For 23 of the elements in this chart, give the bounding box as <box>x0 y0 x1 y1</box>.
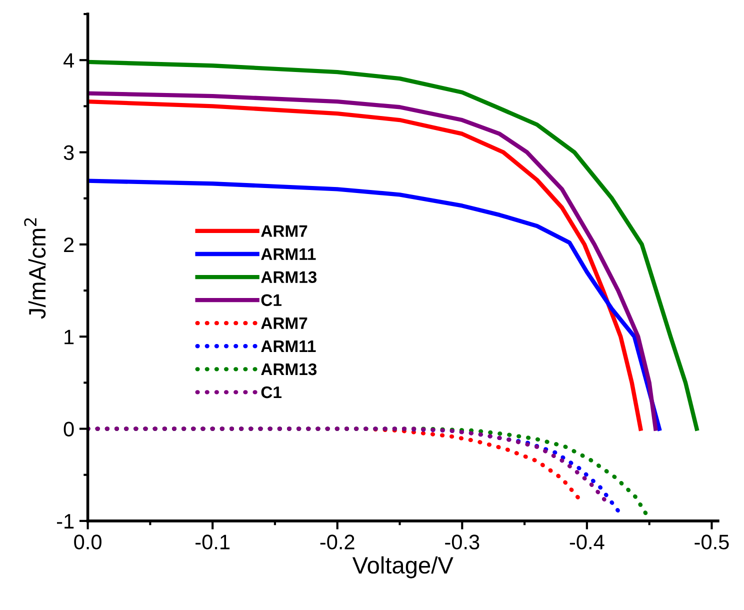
y-tick-label: 3 <box>64 145 74 160</box>
x-tick-label: -0.2 <box>320 534 354 550</box>
line-series <box>88 178 662 431</box>
legend-label: C1 <box>261 294 282 306</box>
x-tick-label: -0.3 <box>445 534 480 550</box>
legend-label: ARM11 <box>261 340 316 352</box>
y-tick-label: 2 <box>64 237 74 252</box>
y-tick-label: -1 <box>57 514 74 528</box>
legend-label: ARM11 <box>261 248 316 260</box>
x-tick-label: -0.1 <box>196 534 230 550</box>
y-tick-label: 4 <box>63 53 74 68</box>
legend-label: ARM7 <box>261 317 308 329</box>
legend-label: ARM7 <box>261 225 308 237</box>
legend-label: C1 <box>261 386 282 398</box>
y-axis-title: J/mA/cm$^{2}$ <box>24 218 46 319</box>
x-tick-label: -0.5 <box>694 534 729 550</box>
legend-label: ARM13 <box>261 363 317 376</box>
y-tick-label: 0 <box>64 422 74 437</box>
x-tick-label: 0.0 <box>74 534 102 550</box>
x-tick-label: -0.4 <box>570 534 604 550</box>
x-axis-title: Voltage/V <box>352 556 454 578</box>
legend-label: ARM13 <box>261 271 317 284</box>
y-tick-label: 1 <box>64 330 74 344</box>
